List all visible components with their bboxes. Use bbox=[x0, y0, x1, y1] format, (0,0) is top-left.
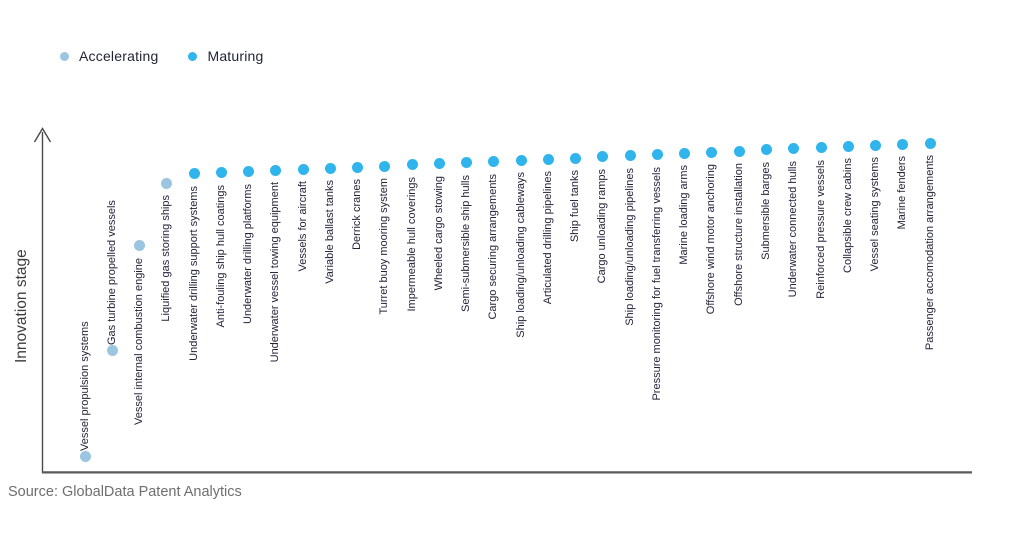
data-point-label: Impermeable hull coverings bbox=[405, 176, 418, 312]
y-axis-title: Innovation stage bbox=[13, 249, 30, 363]
maturing-dot-icon bbox=[188, 51, 198, 61]
legend: Accelerating Maturing bbox=[60, 48, 264, 64]
data-point-dot bbox=[379, 160, 391, 172]
data-point-dot bbox=[679, 147, 691, 159]
data-point-label: Turret buoy mooring system bbox=[378, 178, 391, 315]
data-point-dot bbox=[761, 144, 772, 156]
data-point-label: Marine fenders bbox=[896, 156, 909, 230]
data-point-dot bbox=[870, 139, 882, 151]
data-point-label: Vessel internal combustion engine bbox=[133, 257, 146, 425]
data-point-dot bbox=[324, 162, 336, 174]
source-note: Source: GlobalData Patent Analytics bbox=[8, 484, 242, 500]
data-point-label: Articulated drilling pipelines bbox=[541, 171, 554, 305]
data-point-label: Liquified gas storing ships bbox=[160, 195, 173, 322]
legend-label-maturing: Maturing bbox=[207, 48, 264, 64]
y-axis-arrow-icon bbox=[33, 127, 52, 143]
data-point-dot bbox=[488, 156, 500, 168]
data-point-label: Underwater drilling platforms bbox=[242, 183, 255, 324]
data-point-dot bbox=[597, 151, 609, 163]
data-point-dot bbox=[542, 153, 554, 165]
data-point-dot bbox=[352, 161, 364, 173]
data-point-dot bbox=[842, 140, 854, 152]
data-point-label: Gas turbine propelled vessels bbox=[105, 199, 118, 345]
data-point-label: Anti-fouling ship hull coatings bbox=[214, 184, 227, 328]
data-point-dot bbox=[215, 167, 227, 179]
data-point-label: Ship loading/unloading cableways bbox=[514, 172, 527, 338]
data-point-label: Ship loading/unloading pipelines bbox=[623, 167, 636, 326]
data-point-label: Marine loading arms bbox=[678, 165, 691, 265]
data-point-dot bbox=[515, 154, 527, 166]
data-point-label: Underwater connected hulls bbox=[787, 160, 800, 298]
data-point-label: Collapsible crew cabins bbox=[841, 158, 854, 274]
data-point-dot bbox=[134, 240, 146, 252]
data-point-dot bbox=[461, 157, 473, 169]
data-point-dot bbox=[270, 164, 282, 176]
data-point-dot bbox=[297, 163, 309, 175]
data-point-dot bbox=[570, 152, 582, 164]
data-point-label: Ship fuel tanks bbox=[569, 170, 582, 243]
data-point-label: Variable ballast tanks bbox=[323, 180, 336, 285]
accelerating-dot-icon bbox=[60, 51, 69, 61]
data-point-label: Passenger accomodation arrangements bbox=[923, 155, 936, 351]
data-point-label: Cargo unloading ramps bbox=[596, 168, 609, 284]
data-point-label: Semi-submersible ship hulls bbox=[460, 174, 473, 312]
data-point-label: Underwater drilling support systems bbox=[187, 185, 200, 361]
data-point-label: Vessels for aircraft bbox=[296, 181, 309, 272]
data-point-dot bbox=[79, 451, 91, 463]
legend-item-maturing: Maturing bbox=[188, 48, 263, 64]
data-point-label: Vessel seating systems bbox=[869, 157, 882, 272]
data-point-dot bbox=[433, 158, 445, 170]
data-point-label: Vessel propulsion systems bbox=[78, 321, 91, 451]
data-point-label: Pressure monitoring for fuel transferrin… bbox=[650, 166, 663, 401]
data-point-label: Underwater vessel towing equipment bbox=[269, 182, 282, 363]
data-point-dot bbox=[624, 150, 636, 162]
data-point-dot bbox=[733, 145, 745, 157]
data-point-dot bbox=[788, 143, 800, 155]
legend-item-accelerating: Accelerating bbox=[60, 48, 158, 64]
data-point-dot bbox=[406, 159, 418, 171]
data-point-dot bbox=[897, 138, 909, 150]
data-point-label: Reinforced pressure vessels bbox=[814, 159, 827, 299]
data-point-dot bbox=[243, 166, 255, 178]
data-point-dot bbox=[651, 149, 663, 161]
data-point-dot bbox=[161, 177, 173, 189]
data-point-label: Offshore wind motor anchoring bbox=[705, 164, 718, 315]
data-point-label: Derrick cranes bbox=[351, 179, 364, 250]
data-point-dot bbox=[924, 137, 936, 149]
data-point-label: Wheeled cargo stowing bbox=[432, 175, 445, 290]
data-point-dot bbox=[106, 345, 118, 357]
data-point-label: Cargo securing arrangements bbox=[487, 173, 500, 320]
data-point-dot bbox=[706, 146, 718, 158]
data-point-label: Submersible barges bbox=[760, 161, 772, 260]
legend-label-accelerating: Accelerating bbox=[79, 48, 159, 64]
data-point-label: Offshore structure installation bbox=[732, 163, 745, 307]
data-point-dot bbox=[815, 142, 827, 154]
data-point-dot bbox=[188, 168, 200, 180]
